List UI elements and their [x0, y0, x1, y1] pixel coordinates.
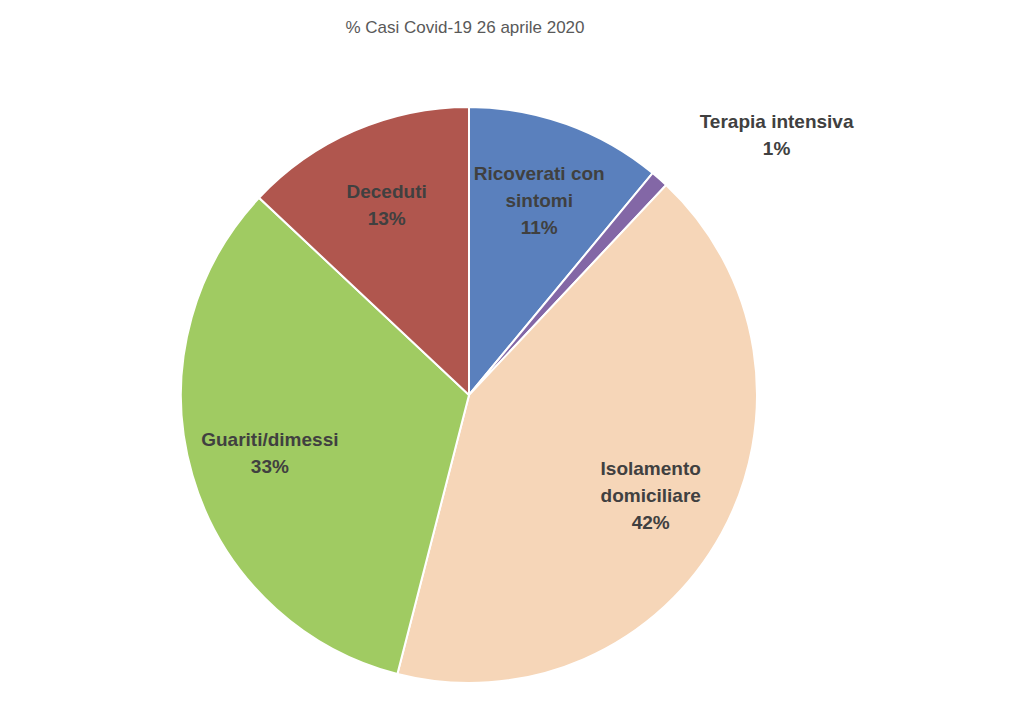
svg-text:Isolamentodomiciliare42%: Isolamentodomiciliare42% — [601, 457, 701, 532]
svg-text:Guariti/dimessi33%: Guariti/dimessi33% — [201, 429, 338, 477]
html-text:% Casi Covid-19 26 aprile 2020: % Casi Covid-19 26 aprile 2020 — [345, 18, 585, 37]
svg-text:Deceduti13%: Deceduti13% — [347, 181, 427, 229]
svg-text:Terapia intensiva1%: Terapia intensiva1% — [700, 110, 854, 158]
svg-text:Ricoverati consintomi11%: Ricoverati consintomi11% — [474, 162, 605, 237]
